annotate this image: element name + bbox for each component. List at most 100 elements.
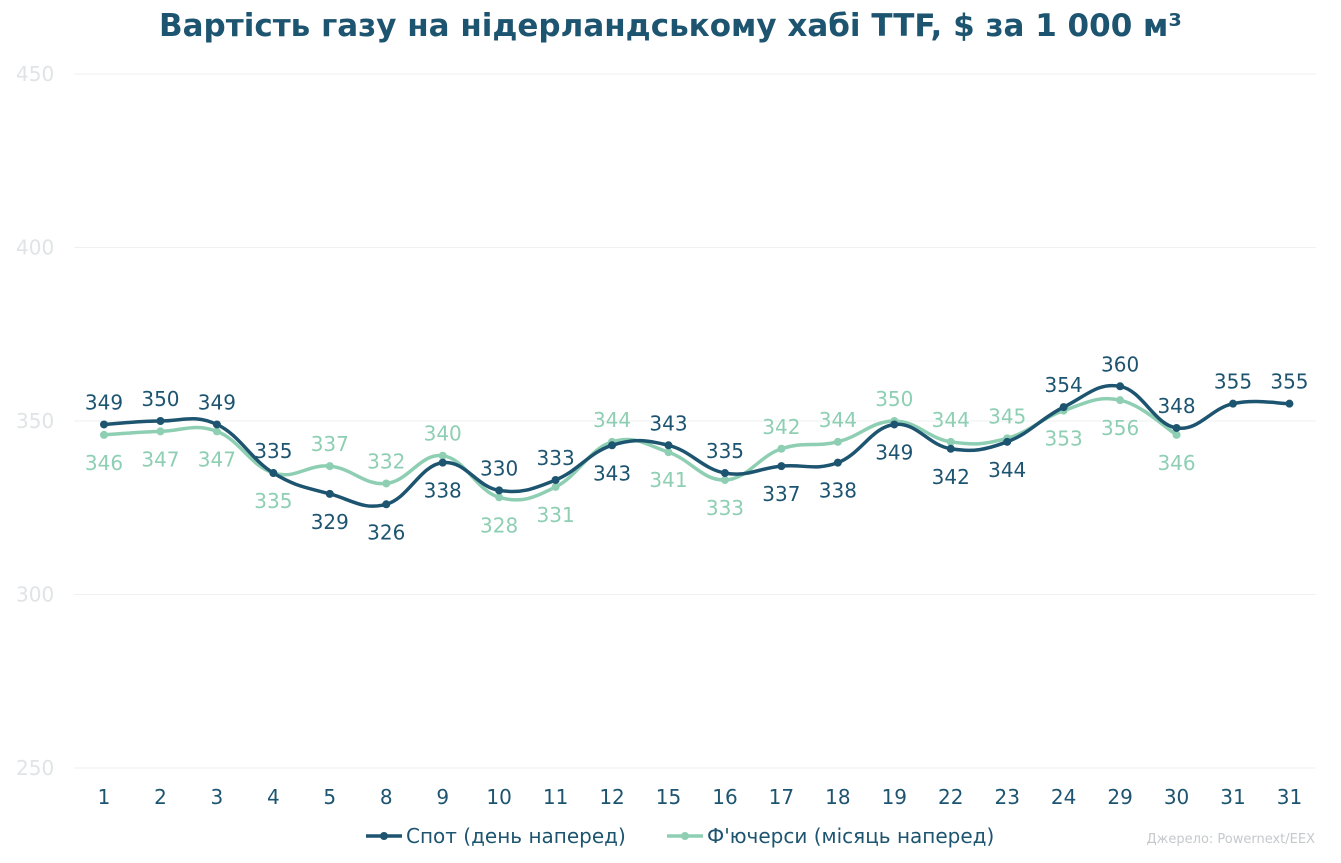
futures-data-label: 344 [593,408,631,432]
spot-data-point [890,420,899,429]
futures-data-point [1116,396,1125,405]
spot-data-point [1116,382,1125,391]
legend-label: Спот (день наперед) [406,824,626,848]
y-tick-label: 450 [16,62,54,86]
spot-data-point [156,417,165,425]
spot-series-line [103,383,1290,508]
x-tick-label: 2 [154,785,167,809]
spot-data-point [1059,403,1068,412]
spot-data-label: 330 [480,456,518,480]
spot-data-label: 338 [819,479,857,503]
spot-data-label: 338 [424,479,462,503]
x-tick-label: 23 [994,785,1019,809]
futures-data-point [664,448,673,457]
spot-data-point [1003,437,1012,446]
x-tick-label: 1 [98,785,111,809]
futures-data-point [325,462,334,471]
spot-data-label: 349 [85,390,123,414]
spot-data-point [1229,399,1237,408]
x-tick-label: 11 [543,785,568,809]
futures-data-label: 347 [198,447,236,471]
x-tick-label: 10 [486,785,511,809]
x-tick-label: 17 [769,785,794,809]
x-tick-label: 31 [1277,785,1302,809]
futures-data-label: 341 [649,468,687,492]
spot-data-point [100,420,108,429]
x-tick-label: 30 [1164,785,1189,809]
spot-data-label: 337 [762,482,800,506]
futures-data-point [495,493,504,502]
futures-data-label: 345 [988,404,1026,428]
futures-data-point [777,444,786,453]
spot-data-label: 343 [649,411,687,435]
spot-data-label: 354 [1045,373,1083,397]
futures-data-label: 344 [932,408,970,432]
spot-data-label: 342 [932,465,970,489]
spot-data-point [777,462,786,471]
spot-data-point [325,489,334,498]
source-note: Джерело: Powernext/EEX [1146,832,1315,847]
spot-data-point [1172,423,1181,432]
futures-data-point [100,430,108,439]
y-tick-label: 400 [16,236,54,260]
x-tick-label: 24 [1051,785,1076,809]
futures-data-point [720,475,729,484]
futures-data-point [212,427,221,436]
spot-data-label: 355 [1270,370,1308,394]
x-tick-label: 16 [712,785,737,809]
x-tick-label: 12 [599,785,624,809]
futures-data-label: 335 [254,489,292,513]
spot-data-label: 329 [311,510,349,534]
x-tick-label: 5 [323,785,336,809]
x-tick-label: 18 [825,785,850,809]
futures-data-label: 344 [819,408,857,432]
spot-data-label: 344 [988,458,1026,482]
futures-data-label: 340 [424,422,462,446]
futures-data-label: 337 [311,432,349,456]
spot-data-label: 349 [198,390,236,414]
spot-data-point [833,458,842,467]
spot-data-label: 350 [141,387,179,411]
spot-data-point [608,441,617,450]
futures-data-point [551,482,560,491]
y-tick-label: 300 [16,583,54,607]
spot-data-label: 326 [367,520,405,544]
futures-data-label: 333 [706,496,744,520]
spot-data-label: 348 [1157,394,1195,418]
spot-data-point [1285,399,1294,408]
x-tick-label: 15 [656,785,681,809]
futures-data-label: 328 [480,513,518,537]
spot-data-point [495,486,504,495]
spot-data-point [664,441,673,450]
futures-data-point [382,479,391,488]
x-tick-label: 29 [1107,785,1132,809]
futures-data-label: 331 [537,503,575,527]
futures-data-point [438,451,447,460]
futures-data-label: 342 [762,415,800,439]
spot-data-label: 349 [875,440,913,464]
spot-data-label: 343 [593,461,631,485]
x-tick-label: 4 [267,785,280,809]
spot-data-label: 355 [1214,370,1252,394]
futures-data-label: 347 [141,447,179,471]
spot-data-point [551,475,560,484]
legend-label: Ф'ючерси (місяць наперед) [707,824,994,848]
spot-data-point [946,444,955,453]
futures-data-label: 356 [1101,416,1139,440]
futures-data-label: 346 [85,451,123,475]
futures-data-point [1172,430,1181,439]
chart-title: Вартість газу на нідерландському хабі TT… [159,8,1182,44]
futures-data-label: 332 [367,449,405,473]
x-tick-label: 31 [1220,785,1245,809]
spot-data-label: 335 [706,439,744,463]
futures-data-point [156,427,165,436]
spot-data-point [269,469,278,478]
futures-data-point [833,437,842,446]
futures-data-label: 346 [1157,451,1195,475]
futures-data-label: 353 [1045,427,1083,451]
spot-data-point [212,420,221,429]
legend-swatch-marker [380,832,388,840]
legend-swatch-marker [681,832,689,840]
y-tick-label: 250 [16,756,54,780]
